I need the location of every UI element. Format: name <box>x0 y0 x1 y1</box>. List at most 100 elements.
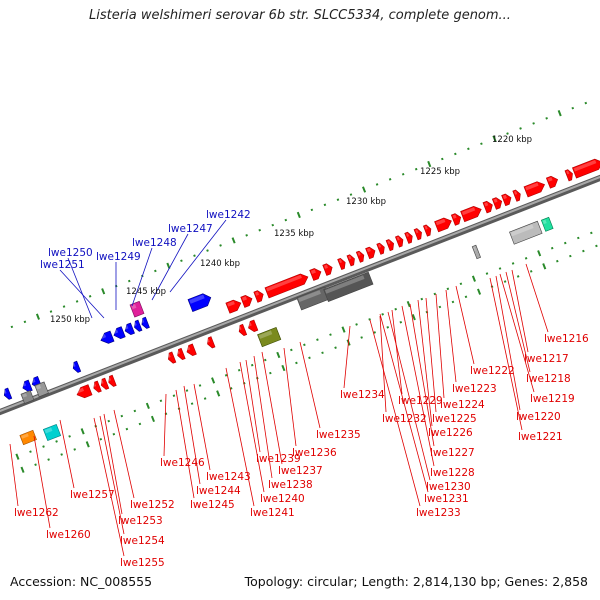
gene-label-lwe1253[interactable]: lwe1253 <box>118 515 163 527</box>
gene-label-lwe1251[interactable]: lwe1251 <box>40 259 85 271</box>
gene-label-lwe1260[interactable]: lwe1260 <box>46 529 91 541</box>
tick-dot <box>281 364 286 372</box>
gene-label-lwe1257[interactable]: lwe1257 <box>70 489 115 501</box>
gene-label-lwe1247[interactable]: lwe1247 <box>168 223 213 235</box>
genome-summary-text: Topology: circular; Length: 2,814,130 bp… <box>244 574 588 589</box>
forward-gene <box>322 263 333 276</box>
leader-line <box>387 311 431 481</box>
gene-label-lwe1225[interactable]: lwe1225 <box>432 413 477 425</box>
label-leader-lines <box>9 219 549 557</box>
gene-label-lwe1235[interactable]: lwe1235 <box>316 429 361 441</box>
gene-label-lwe1229[interactable]: lwe1229 <box>398 395 443 407</box>
gene-label-lwe1219[interactable]: lwe1219 <box>530 393 575 405</box>
gene-label-lwe1216[interactable]: lwe1216 <box>544 333 589 345</box>
gene-label-lwe1227[interactable]: lwe1227 <box>430 447 475 459</box>
leader-line <box>169 219 227 293</box>
tick-dot <box>595 244 598 248</box>
gene-label-lwe1218[interactable]: lwe1218 <box>526 373 571 385</box>
gene-label-lwe1243[interactable]: lwe1243 <box>206 471 251 483</box>
tick-dot <box>80 428 85 435</box>
leader-line <box>525 263 549 333</box>
gene-label-lwe1244[interactable]: lwe1244 <box>196 485 241 497</box>
leader-line <box>299 341 321 429</box>
tick-dot <box>375 183 379 186</box>
gene-labels[interactable]: lwe1242lwe1247lwe1248lwe1249lwe1250lwe12… <box>14 209 589 569</box>
leader-line <box>99 415 125 535</box>
gray-small-block <box>20 390 35 404</box>
tick-dot <box>250 363 254 367</box>
gene-label-lwe1240[interactable]: lwe1240 <box>260 493 305 505</box>
leader-line <box>225 367 255 507</box>
leader-line <box>67 257 93 319</box>
tick-dot <box>336 198 340 201</box>
tick-dot <box>441 157 444 161</box>
forward-gene <box>253 290 264 303</box>
gene-label-lwe1255[interactable]: lwe1255 <box>120 557 165 569</box>
gene-label-lwe1222[interactable]: lwe1222 <box>470 365 515 377</box>
gene-label-lwe1241[interactable]: lwe1241 <box>250 507 295 519</box>
forward-gene <box>365 246 376 260</box>
tick-dot <box>180 259 183 263</box>
gene-label-lwe1246[interactable]: lwe1246 <box>160 457 205 469</box>
tick-dot <box>237 368 241 372</box>
tick-dot <box>545 117 548 120</box>
gene-label-lwe1223[interactable]: lwe1223 <box>452 383 497 395</box>
gene-label-lwe1226[interactable]: lwe1226 <box>428 427 473 439</box>
tick-dot <box>258 228 261 232</box>
tick-dot <box>506 132 509 135</box>
tick-dot <box>231 237 236 244</box>
gene-label-lwe1228[interactable]: lwe1228 <box>430 467 475 479</box>
tick-dot <box>154 269 157 273</box>
gene-label-lwe1254[interactable]: lwe1254 <box>120 535 165 547</box>
tick-dot <box>529 270 533 273</box>
tick-dot <box>420 297 424 301</box>
tick-dot <box>303 343 306 347</box>
tick-dot <box>480 142 483 146</box>
tick-dot <box>276 351 281 359</box>
gene-label-lwe1224[interactable]: lwe1224 <box>440 399 485 411</box>
tick-dot <box>451 300 455 304</box>
gene-label-lwe1233[interactable]: lwe1233 <box>416 507 461 519</box>
gene-label-lwe1237[interactable]: lwe1237 <box>278 465 323 477</box>
gene-label-lwe1232[interactable]: lwe1232 <box>382 413 427 425</box>
genome-backbone <box>0 174 600 416</box>
leader-line <box>253 355 273 479</box>
gene-label-lwe1236[interactable]: lwe1236 <box>292 447 337 459</box>
leader-line <box>239 361 265 493</box>
gray-block <box>509 220 543 245</box>
backbone-highlight <box>0 175 600 413</box>
gene-label-lwe1230[interactable]: lwe1230 <box>426 481 471 493</box>
leader-line <box>425 297 437 413</box>
gene-label-lwe1248[interactable]: lwe1248 <box>132 237 177 249</box>
kbp-label: 1235 kbp <box>274 229 314 239</box>
gene-label-lwe1249[interactable]: lwe1249 <box>96 251 141 263</box>
gene-label-lwe1242[interactable]: lwe1242 <box>206 209 251 221</box>
leader-line <box>391 309 403 395</box>
gene-label-lwe1250[interactable]: lwe1250 <box>48 247 93 259</box>
gene-label-lwe1217[interactable]: lwe1217 <box>524 353 569 365</box>
gene-label-lwe1231[interactable]: lwe1231 <box>424 493 469 505</box>
gene-label-lwe1252[interactable]: lwe1252 <box>130 499 175 511</box>
gene-label-lwe1234[interactable]: lwe1234 <box>340 389 385 401</box>
tick-dot <box>542 263 547 270</box>
gene-label-lwe1262[interactable]: lwe1262 <box>14 507 59 519</box>
reverse-gene <box>167 351 177 364</box>
tick-dots <box>10 101 598 473</box>
gene-label-lwe1238[interactable]: lwe1238 <box>268 479 313 491</box>
kbp-label: 1220 kbp <box>492 135 532 145</box>
gene-features[interactable] <box>2 87 600 446</box>
tick-dot <box>15 453 20 460</box>
gene-label-lwe1245[interactable]: lwe1245 <box>190 499 235 511</box>
forward-gene <box>450 213 462 226</box>
gene-label-lwe1239[interactable]: lwe1239 <box>256 453 301 465</box>
kbp-tick-labels: 1220 kbp 1225 kbp 1230 kbp 1235 kbp 1240 kbp… <box>50 135 532 325</box>
reverse-gene <box>238 323 248 336</box>
forward-gene <box>225 299 242 314</box>
tick-dot <box>401 172 405 176</box>
tick-dot <box>185 389 189 392</box>
gene-label-lwe1220[interactable]: lwe1220 <box>516 411 561 423</box>
tick-dot <box>127 279 131 283</box>
gene-label-lwe1221[interactable]: lwe1221 <box>518 431 563 443</box>
tick-dot <box>49 310 53 313</box>
